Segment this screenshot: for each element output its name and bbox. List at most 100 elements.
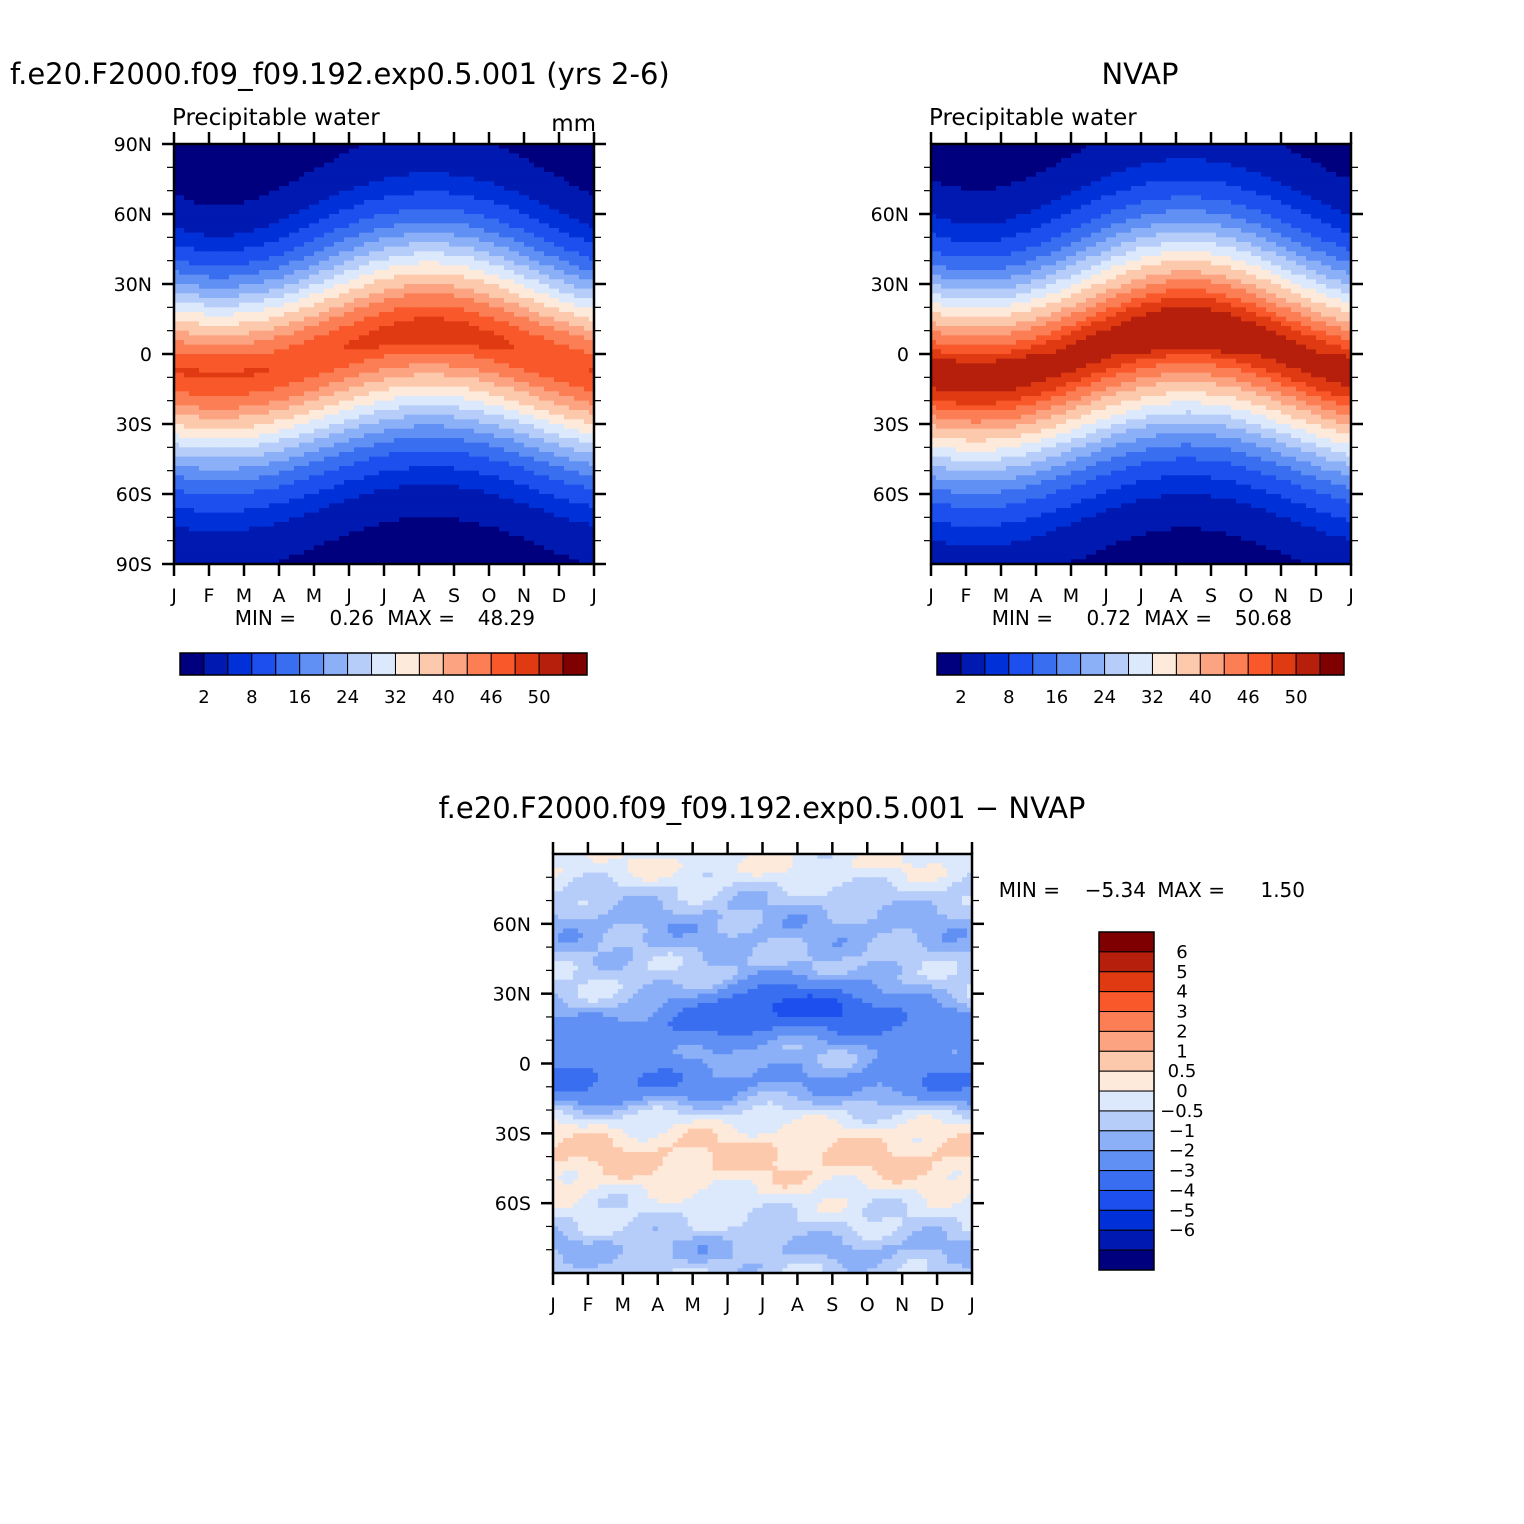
- field-cell: [434, 298, 440, 303]
- field-cell: [484, 172, 490, 177]
- field-cell: [539, 205, 545, 210]
- field-cell: [514, 251, 520, 256]
- field-cell: [579, 247, 585, 252]
- field-cell: [204, 251, 210, 256]
- field-cell: [404, 317, 410, 322]
- field-cell: [379, 247, 385, 252]
- field-cell: [264, 270, 270, 275]
- field-cell: [514, 167, 520, 172]
- field-cell: [314, 396, 320, 401]
- field-cell: [309, 284, 315, 289]
- field-cell: [239, 223, 245, 228]
- field-cell: [264, 405, 270, 410]
- field-cell: [494, 354, 500, 359]
- field-cell: [454, 186, 460, 191]
- field-cell: [344, 405, 350, 410]
- field-cell: [294, 405, 300, 410]
- field-cell: [394, 265, 400, 270]
- field-cell: [344, 368, 350, 373]
- field-cell: [334, 331, 340, 336]
- field-cell: [274, 289, 280, 294]
- field-cell: [409, 237, 415, 242]
- field-cell: [559, 359, 565, 364]
- field-cell: [259, 167, 265, 172]
- field-cell: [274, 284, 280, 289]
- field-cell: [569, 335, 575, 340]
- field-cell: [179, 391, 185, 396]
- field-cell: [194, 331, 200, 336]
- field-cell: [389, 396, 395, 401]
- field-cell: [364, 317, 370, 322]
- field-cell: [334, 191, 340, 196]
- field-cell: [379, 405, 385, 410]
- field-cell: [319, 293, 325, 298]
- field-cell: [284, 158, 290, 163]
- field-cell: [574, 172, 580, 177]
- field-cell: [304, 335, 310, 340]
- field-cell: [459, 191, 465, 196]
- field-cell: [219, 303, 225, 308]
- field-cell: [579, 265, 585, 270]
- field-cell: [359, 289, 365, 294]
- field-cell: [514, 172, 520, 177]
- field-cell: [389, 349, 395, 354]
- field-cell: [564, 321, 570, 326]
- field-cell: [374, 237, 380, 242]
- field-cell: [554, 373, 560, 378]
- field-cell: [424, 251, 430, 256]
- field-cell: [549, 177, 555, 182]
- field-cell: [219, 401, 225, 406]
- field-cell: [559, 396, 565, 401]
- field-cell: [409, 275, 415, 280]
- field-cell: [319, 326, 325, 331]
- field-cell: [534, 396, 540, 401]
- field-cell: [499, 158, 505, 163]
- field-cell: [384, 228, 390, 233]
- field-cell: [264, 195, 270, 200]
- field-cell: [294, 275, 300, 280]
- field-cell: [469, 279, 475, 284]
- field-cell: [454, 284, 460, 289]
- field-cell: [404, 284, 410, 289]
- field-cell: [224, 391, 230, 396]
- field-cell: [559, 363, 565, 368]
- field-cell: [359, 167, 365, 172]
- field-cell: [434, 200, 440, 205]
- field-cell: [439, 312, 445, 317]
- field-cell: [269, 326, 275, 331]
- field-cell: [354, 149, 360, 154]
- field-cell: [559, 335, 565, 340]
- field-cell: [334, 195, 340, 200]
- field-cell: [479, 237, 485, 242]
- field-cell: [284, 242, 290, 247]
- field-cell: [389, 275, 395, 280]
- field-cell: [269, 209, 275, 214]
- field-cell: [454, 298, 460, 303]
- field-cell: [424, 158, 430, 163]
- field-cell: [379, 153, 385, 158]
- field-cell: [194, 289, 200, 294]
- field-cell: [349, 200, 355, 205]
- field-cell: [454, 228, 460, 233]
- field-cell: [224, 270, 230, 275]
- field-cell: [369, 345, 375, 350]
- field-cell: [559, 391, 565, 396]
- field-cell: [569, 191, 575, 196]
- field-cell: [234, 228, 240, 233]
- field-cell: [329, 363, 335, 368]
- field-cell: [524, 181, 530, 186]
- field-cell: [414, 279, 420, 284]
- field-cell: [544, 401, 550, 406]
- field-cell: [259, 233, 265, 238]
- field-cell: [444, 363, 450, 368]
- field-cell: [494, 186, 500, 191]
- field-cell: [209, 163, 215, 168]
- field-cell: [334, 405, 340, 410]
- field-cell: [204, 256, 210, 261]
- field-cell: [469, 373, 475, 378]
- field-cell: [524, 401, 530, 406]
- field-cell: [329, 340, 335, 345]
- field-cell: [354, 391, 360, 396]
- field-cell: [309, 335, 315, 340]
- field-cell: [494, 228, 500, 233]
